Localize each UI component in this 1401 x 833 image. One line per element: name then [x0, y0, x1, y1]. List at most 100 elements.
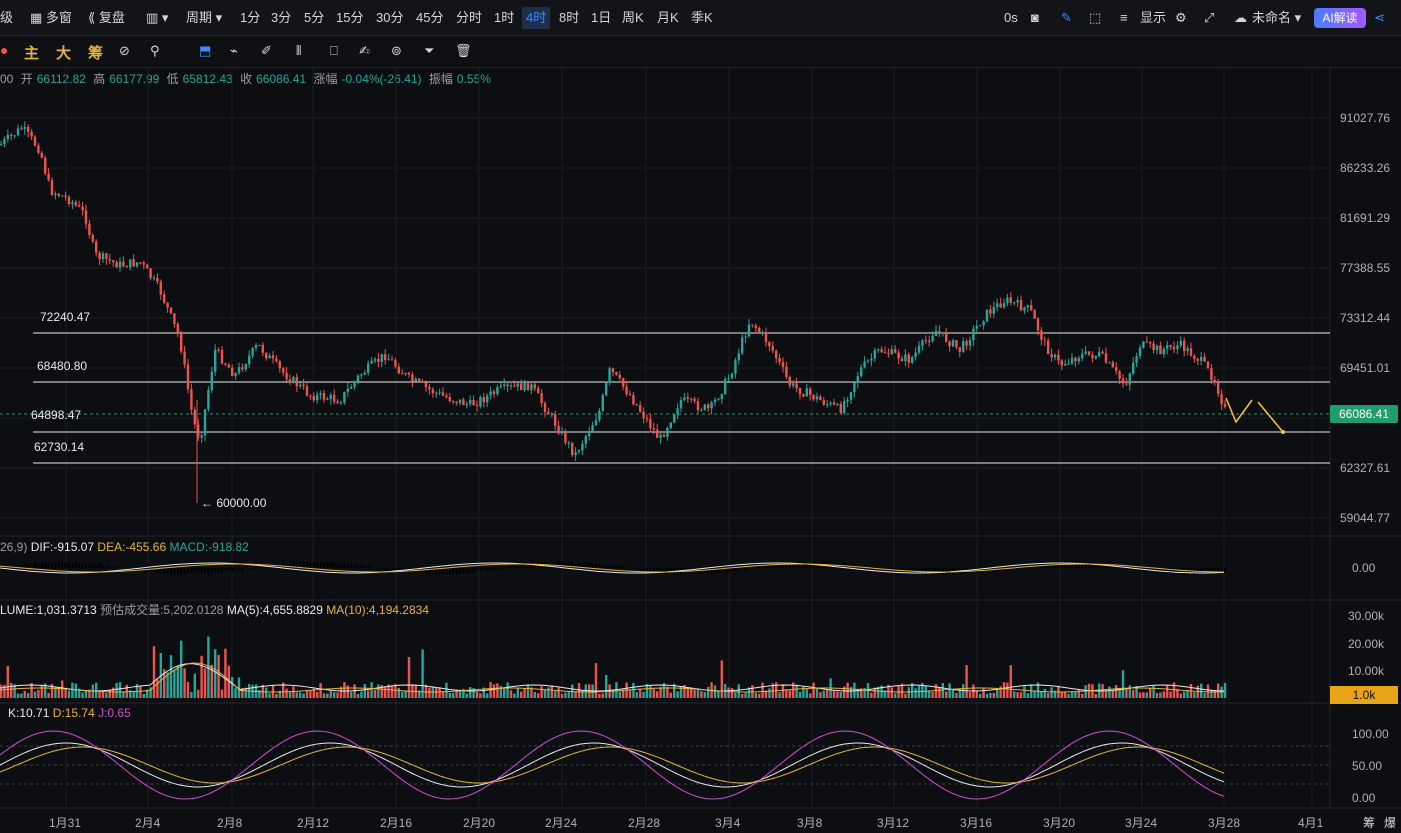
macd-bar: [360, 564, 363, 568]
select-icon[interactable]: ⬒: [199, 43, 212, 58]
volume-bar: [979, 693, 982, 698]
candle-body: [727, 378, 730, 380]
period-dropdown[interactable]: 周期 ▾: [186, 10, 223, 25]
liquidation-button[interactable]: 爆: [1384, 816, 1397, 830]
tf-45m[interactable]: 45分: [416, 10, 444, 25]
macd-bar: [176, 568, 179, 575]
macd-bar: [965, 568, 968, 573]
macd-bar: [289, 563, 291, 568]
display-button[interactable]: 显示: [1140, 10, 1167, 25]
volume-bar: [234, 687, 237, 698]
volume-bar: [74, 683, 77, 698]
tf-4h[interactable]: 4时: [522, 7, 551, 29]
compare-icon[interactable]: ⚲: [150, 43, 160, 58]
brush-icon[interactable]: ✐: [261, 43, 272, 58]
indicator-icon[interactable]: ⊘: [119, 43, 130, 58]
chips-button[interactable]: 筹: [1363, 816, 1376, 830]
magnet-icon[interactable]: ⊚: [391, 43, 402, 58]
macd-bar: [877, 566, 880, 568]
macd-bar: [323, 563, 325, 568]
volume-bar: [1118, 689, 1121, 698]
tf-15m[interactable]: 15分: [336, 10, 364, 25]
tf-30m[interactable]: 30分: [376, 10, 404, 25]
price-axis-label: 81691.29: [1340, 211, 1391, 225]
trash-icon[interactable]: 🗑: [455, 43, 472, 58]
pen-icon[interactable]: ✎: [1061, 10, 1072, 25]
volume-bar: [278, 690, 281, 698]
candle-body: [472, 400, 475, 406]
volume-bar: [1104, 690, 1108, 698]
candle-body: [1118, 371, 1121, 379]
candle-body: [890, 349, 893, 355]
macd-bar: [1149, 568, 1152, 571]
candle-body: [798, 387, 802, 395]
tf-8h[interactable]: 8时: [559, 10, 580, 25]
macd-bar: [98, 562, 101, 568]
ai-interpret-button[interactable]: AI解读: [1314, 8, 1366, 28]
volume-bar: [64, 688, 67, 698]
tf-1h[interactable]: 1时: [494, 10, 515, 25]
bag-icon[interactable]: ⎕: [330, 43, 338, 58]
candle-body: [329, 394, 332, 400]
fullscreen-icon[interactable]: ⤢: [1204, 10, 1215, 25]
tf-3m[interactable]: 3分: [271, 10, 292, 25]
macd-bar: [608, 566, 611, 568]
macd-bar: [88, 564, 91, 568]
volume-bar: [771, 683, 774, 698]
candle-body: [489, 391, 492, 396]
volume-bar: [509, 690, 513, 698]
workspace-dropdown[interactable]: 未命名 ▾: [1252, 10, 1302, 25]
candle-body: [1101, 351, 1104, 354]
tf-1w[interactable]: 周K: [622, 10, 644, 25]
chart-type-button[interactable]: ▥ ▾: [146, 10, 169, 25]
candle-body: [503, 384, 506, 386]
cursor-icon[interactable]: ⬚: [1089, 10, 1102, 25]
candle-body: [217, 349, 220, 351]
macd-bar: [720, 568, 723, 573]
filter-icon[interactable]: ⏷: [424, 43, 435, 58]
volume-bar: [465, 693, 468, 698]
menu-icon[interactable]: ≡: [1120, 10, 1128, 25]
candle-body: [1193, 356, 1196, 359]
replay-button[interactable]: ⟪ 复盘: [88, 10, 125, 25]
multi-window-button[interactable]: ▦ 多窗: [30, 10, 72, 25]
candle-body: [1094, 355, 1097, 359]
candle-body: [754, 325, 757, 329]
macd-bar: [292, 561, 295, 568]
macd-bar: [588, 563, 591, 568]
volume-bar: [999, 686, 1002, 698]
candle-body: [1162, 348, 1165, 355]
candle-body: [1036, 318, 1040, 331]
tf-5m[interactable]: 5分: [304, 10, 325, 25]
tf-1q[interactable]: 季K: [691, 10, 713, 25]
tab-main[interactable]: 主: [24, 45, 40, 62]
cloud-icon[interactable]: ☁: [1234, 10, 1247, 25]
gear-icon[interactable]: ⚙: [1175, 10, 1187, 25]
macd-bar: [1142, 568, 1145, 570]
note-icon[interactable]: ✍: [359, 43, 370, 58]
tab-big[interactable]: 大: [56, 45, 72, 62]
volume-bar: [499, 686, 502, 698]
macd-bar: [241, 568, 244, 571]
date-label: 2月24: [545, 816, 578, 830]
tab-chips[interactable]: 筹: [88, 45, 104, 62]
candle-body: [414, 378, 417, 382]
candle-body: [1070, 357, 1074, 364]
ruler-icon[interactable]: ⌁: [230, 43, 238, 58]
candle-tool-icon[interactable]: ⫴: [296, 43, 302, 58]
tf-1d[interactable]: 1日: [591, 10, 612, 25]
tf-1m[interactable]: 1分: [240, 10, 261, 25]
candle-body: [1060, 360, 1063, 366]
volume-bar: [839, 691, 842, 698]
tf-timeshare[interactable]: 分时: [456, 10, 483, 25]
candle-body: [336, 401, 339, 404]
candle-body: [666, 428, 669, 437]
share-icon[interactable]: ⋖: [1374, 10, 1385, 25]
volume-bar: [16, 693, 20, 698]
volume-bar: [373, 689, 377, 698]
camera-icon[interactable]: ◙: [1031, 10, 1039, 25]
tf-1mo[interactable]: 月K: [657, 10, 679, 25]
level-button[interactable]: 级: [0, 10, 14, 25]
volume-bar: [404, 690, 407, 698]
